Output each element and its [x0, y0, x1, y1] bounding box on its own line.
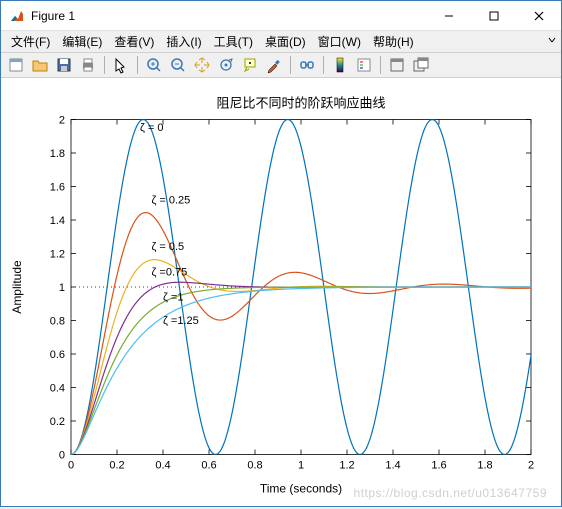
plot-area: 0 0.2 0.4 0.6 0.8 1 1.2 1.4 1.6 1.8 2 0 0.2 0.4 0.6 0.8…: [1, 78, 561, 506]
ytick-label: 1.8: [50, 148, 65, 160]
undock-button[interactable]: [410, 54, 432, 76]
ylabel: Amplitude: [10, 260, 24, 314]
xtick-label: 0.4: [155, 460, 170, 472]
menu-overflow-icon[interactable]: [547, 35, 557, 49]
menu-view[interactable]: 查看(V): [108, 31, 160, 52]
ytick-label: 2: [59, 115, 65, 127]
toolbar-separator: [104, 56, 105, 74]
zoom-out-button[interactable]: [167, 54, 189, 76]
menu-edit[interactable]: 编辑(E): [56, 31, 108, 52]
menu-file[interactable]: 文件(F): [5, 31, 56, 52]
menu-help[interactable]: 帮助(H): [367, 31, 420, 52]
toolbar: [1, 53, 561, 78]
menu-window[interactable]: 窗口(W): [312, 31, 367, 52]
toolbar-separator: [290, 56, 291, 74]
annotation-label: ζ =1: [163, 291, 183, 303]
maximize-button[interactable]: [471, 1, 516, 30]
print-button[interactable]: [77, 54, 99, 76]
watermark-text: https://blog.csdn.net/u013647759: [354, 486, 547, 500]
new-figure-button[interactable]: [5, 54, 27, 76]
toolbar-separator: [323, 56, 324, 74]
xtick-label: 1.4: [385, 460, 400, 472]
ytick-label: 0: [59, 450, 65, 462]
matlab-icon: [9, 8, 25, 24]
save-button[interactable]: [53, 54, 75, 76]
annotation-label: ζ =1.25: [163, 315, 199, 327]
rotate-button[interactable]: [215, 54, 237, 76]
titlebar: Figure 1: [1, 1, 561, 31]
link-button[interactable]: [296, 54, 318, 76]
xtick-label: 0.8: [247, 460, 262, 472]
datatip-button[interactable]: [239, 54, 261, 76]
annotation-label: ζ = 0.25: [152, 194, 191, 206]
xtick-label: 1: [298, 460, 304, 472]
annotation-label: ζ =0.75: [152, 266, 188, 278]
ytick-label: 0.6: [50, 349, 65, 361]
xlabel: Time (seconds): [260, 482, 342, 496]
ytick-label: 1.2: [50, 249, 65, 261]
annotation-label: ζ = 0.5: [152, 241, 185, 253]
window-title: Figure 1: [31, 9, 426, 23]
xtick-label: 0.6: [201, 460, 216, 472]
plot-title: 阻尼比不同时的阶跃响应曲线: [216, 96, 385, 111]
ytick-label: 1: [59, 282, 65, 294]
open-button[interactable]: [29, 54, 51, 76]
xtick-label: 1.6: [431, 460, 446, 472]
figure-window: Figure 1 文件(F) 编辑(E) 查看(V) 插入(I) 工具(T) 桌…: [0, 0, 562, 507]
plot-canvas: 0 0.2 0.4 0.6 0.8 1 1.2 1.4 1.6 1.8 2 0 0.2 0.4 0.6 0.8…: [1, 78, 561, 506]
ytick-label: 0.8: [50, 316, 65, 328]
colorbar-button[interactable]: [329, 54, 351, 76]
close-button[interactable]: [516, 1, 561, 30]
pointer-button[interactable]: [110, 54, 132, 76]
menu-insert[interactable]: 插入(I): [160, 31, 207, 52]
dock-button[interactable]: [386, 54, 408, 76]
ytick-label: 1.4: [50, 215, 65, 227]
minimize-button[interactable]: [426, 1, 471, 30]
toolbar-separator: [137, 56, 138, 74]
xtick-label: 1.8: [477, 460, 492, 472]
menu-desktop[interactable]: 桌面(D): [259, 31, 312, 52]
ytick-label: 0.2: [50, 416, 65, 428]
xtick-label: 1.2: [339, 460, 354, 472]
zoom-in-button[interactable]: [143, 54, 165, 76]
xtick-label: 0: [68, 460, 74, 472]
xtick-label: 0.2: [109, 460, 124, 472]
menubar: 文件(F) 编辑(E) 查看(V) 插入(I) 工具(T) 桌面(D) 窗口(W…: [1, 31, 561, 53]
ytick-label: 0.4: [50, 383, 65, 395]
annotation-label: ζ = 0: [140, 122, 164, 134]
legend-button[interactable]: [353, 54, 375, 76]
ytick-label: 1.6: [50, 182, 65, 194]
brush-button[interactable]: [263, 54, 285, 76]
menu-tools[interactable]: 工具(T): [208, 31, 259, 52]
xtick-label: 2: [528, 460, 534, 472]
pan-button[interactable]: [191, 54, 213, 76]
toolbar-separator: [380, 56, 381, 74]
